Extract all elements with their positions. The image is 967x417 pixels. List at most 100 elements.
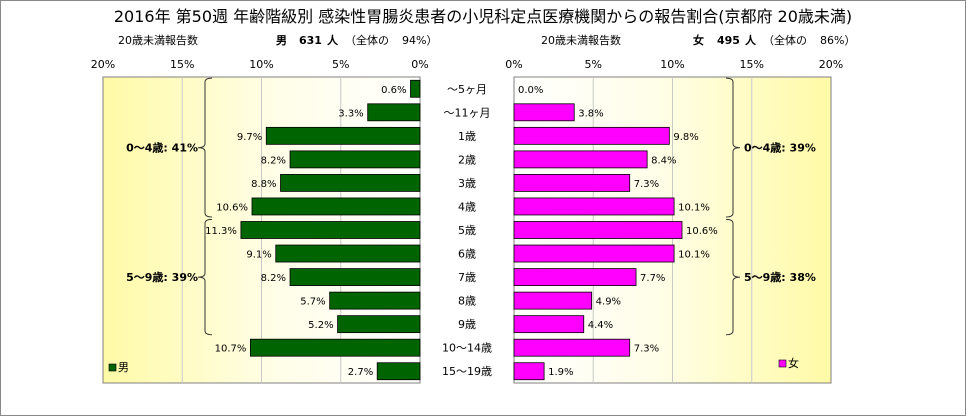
female-header: 20歳未満報告数 女 495 人 （全体の 86%） [541, 33, 855, 47]
tick-label-male: 10% [249, 58, 273, 71]
category-label: 15～19歳 [442, 365, 492, 378]
bracket-female [725, 218, 741, 336]
data-label-male: 8.2% [261, 273, 286, 284]
category-label: 5歳 [458, 224, 476, 237]
data-label-female: 4.9% [596, 297, 621, 308]
data-label-male: 3.3% [338, 108, 363, 119]
bar-female [513, 150, 648, 169]
male-header: 20歳未満報告数 男 631 人 （全体の 94%） [118, 33, 437, 47]
category-label: 4歳 [458, 200, 476, 213]
data-label-male: 2.7% [348, 367, 373, 378]
bar-male [410, 79, 421, 98]
bar-male [275, 244, 421, 263]
bar-female [513, 126, 670, 145]
group-label-female: 5～9歳: 38% [744, 270, 816, 284]
tick-label-female: 5% [585, 58, 602, 71]
bar-male [337, 315, 421, 334]
bracket-male [197, 77, 213, 218]
bracket-male [197, 218, 213, 336]
data-label-male: 11.3% [205, 226, 237, 237]
bar-female [513, 221, 683, 239]
legend-label-male: 男 [118, 361, 129, 374]
data-label-male: 8.8% [251, 179, 276, 190]
data-label-female: 0.0% [518, 85, 543, 96]
category-label: 10～14歳 [442, 342, 492, 355]
male-sex-label: 男 [276, 34, 287, 47]
tick-label-male: 20% [91, 58, 115, 71]
category-label: 8歳 [458, 295, 476, 308]
tick-label-female: 20% [819, 58, 843, 71]
data-label-female: 1.9% [548, 367, 573, 378]
bar-female [513, 197, 675, 216]
data-label-female: 3.8% [578, 108, 603, 119]
bar-male [240, 221, 421, 239]
group-label-female: 0～4歳: 39% [744, 141, 816, 155]
bar-male [289, 150, 421, 169]
female-report-label: 20歳未満報告数 [541, 34, 621, 47]
female-share-value: 86%） [820, 34, 855, 47]
data-label-female: 8.4% [651, 155, 676, 166]
legend-swatch-female [778, 359, 787, 368]
data-label-male: 8.2% [261, 155, 286, 166]
data-label-male: 9.7% [237, 132, 262, 143]
male-count-unit: 人 [327, 33, 339, 47]
category-label: 1歳 [458, 130, 476, 143]
bar-female [513, 268, 637, 286]
data-label-female: 10.6% [686, 226, 718, 237]
tick-label-male: 15% [170, 58, 194, 71]
data-label-male: 5.2% [308, 320, 333, 331]
male-share-open: （全体の [345, 33, 389, 47]
bar-male [376, 362, 421, 381]
category-label: 6歳 [458, 248, 476, 261]
bar-female [513, 338, 631, 357]
bar-male [251, 197, 421, 216]
male-count: 631 [299, 34, 322, 47]
group-label-male: 5～9歳: 39% [126, 270, 198, 284]
data-label-female: 7.7% [640, 273, 665, 284]
female-count: 495 [717, 34, 740, 47]
tick-label-male: 5% [332, 58, 349, 71]
bar-male [250, 338, 421, 357]
male-report-label: 20歳未満報告数 [118, 34, 198, 47]
category-labels: ～5ヶ月 ～11ヶ月 1歳 2歳 3歳 4歳 5歳 6歳 7歳 8歳 9歳 10～14歳 15～19歳 [442, 83, 492, 378]
bar-female [513, 244, 675, 263]
bar-female [513, 103, 575, 122]
bar-male [367, 103, 421, 122]
data-label-female: 4.4% [588, 320, 613, 331]
bar-female [513, 362, 545, 381]
bar-female [513, 174, 631, 192]
group-label-male: 0～4歳: 41% [126, 141, 198, 155]
data-label-female: 10.1% [678, 250, 710, 261]
data-label-female: 10.1% [678, 202, 710, 213]
data-label-female: 7.3% [634, 344, 659, 355]
legend: 男女 [108, 356, 799, 374]
bar-male [329, 291, 421, 310]
male-share-value: 94%） [402, 34, 437, 47]
data-label-male: 9.1% [246, 250, 271, 261]
legend-label-female: 女 [788, 356, 799, 370]
tick-label-female: 15% [740, 58, 764, 71]
tick-label-female: 10% [660, 58, 684, 71]
category-label: 2歳 [458, 153, 476, 166]
tick-label-female: 0% [505, 58, 522, 71]
female-share-open: （全体の [763, 33, 807, 47]
data-label-male: 0.6% [381, 85, 406, 96]
category-label: 9歳 [458, 318, 476, 331]
bar-female [513, 291, 593, 310]
category-label: 3歳 [458, 177, 476, 190]
bar-male [280, 174, 421, 192]
female-count-unit: 人 [745, 33, 757, 47]
female-sex-label: 女 [693, 33, 704, 47]
bars [240, 79, 683, 381]
data-label-male: 10.7% [215, 344, 247, 355]
bar-female [513, 315, 585, 334]
data-label-female: 7.3% [634, 179, 659, 190]
axis-ticks: 20% 15% 10% 5% 0% 0% 5% 10% 15% 20% [91, 58, 843, 71]
bracket-female [725, 77, 741, 218]
bar-male [289, 268, 421, 286]
chart-title: 2016年 第50週 年齢階級別 感染性胃腸炎患者の小児科定点医療機関からの報告… [114, 7, 852, 26]
age-group-brackets: 0～4歳: 41% 5～9歳: 39% 0～4歳: 39% 5～9歳: 38% [126, 77, 816, 336]
category-label: ～5ヶ月 [447, 83, 487, 96]
